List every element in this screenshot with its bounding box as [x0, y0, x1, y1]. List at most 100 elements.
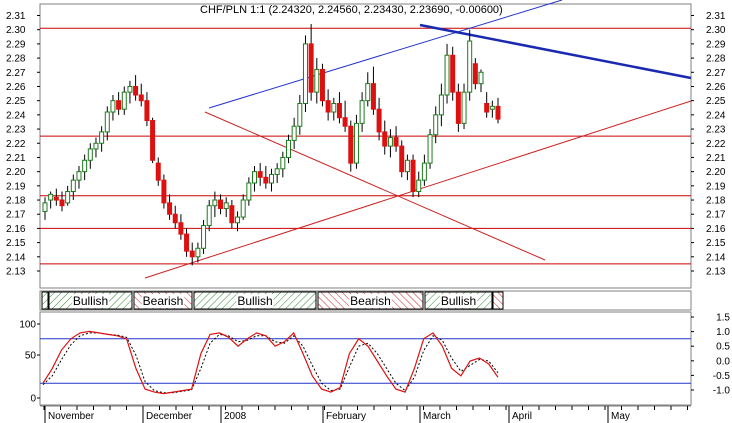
x-label: February — [326, 411, 366, 422]
candle-body — [76, 171, 82, 181]
band-label: Bullish — [441, 294, 476, 308]
x-axis-labels: November December 2008 February March April Ma… — [43, 406, 688, 423]
candle-body — [48, 193, 54, 201]
candle-body — [359, 100, 365, 124]
candle-body — [229, 205, 235, 224]
candle-body — [438, 94, 444, 116]
candle-body — [155, 162, 161, 181]
candle-body — [387, 137, 393, 147]
x-label: April — [512, 411, 532, 422]
candle-body — [302, 43, 308, 105]
price-label-right: 2.23 — [706, 125, 726, 136]
price-label-left: 2.14 — [6, 252, 26, 263]
price-label-left: 2.29 — [6, 39, 26, 50]
price-label-left: 2.27 — [6, 68, 26, 79]
band-label-bg — [71, 294, 110, 308]
candle-body — [235, 216, 241, 224]
candle-body — [274, 168, 280, 175]
candle-body — [93, 142, 99, 150]
candle-body — [121, 91, 127, 110]
candle-body — [382, 131, 388, 147]
price-label-right: 2.17 — [706, 210, 726, 221]
price-label-left: 2.16 — [6, 224, 26, 235]
price-label-left: 2.17 — [6, 210, 26, 221]
candle-body — [201, 225, 207, 249]
band-stub-right — [492, 291, 504, 310]
price-label-left: 2.28 — [6, 54, 26, 65]
candle-body — [484, 103, 490, 113]
candle-body — [65, 191, 71, 204]
candle-body — [319, 68, 325, 102]
candle-body — [99, 131, 105, 144]
candle-body — [495, 105, 501, 120]
osc-label-right: -0.5 — [713, 371, 731, 382]
candle-body — [433, 114, 439, 136]
osc-signal-line — [42, 332, 499, 394]
osc-label-right: 1.5 — [716, 313, 730, 324]
osc-label-right: 0.0 — [716, 356, 730, 367]
osc-label-left: 50 — [25, 351, 37, 362]
price-label-right: 2.13 — [706, 267, 726, 278]
candle-body — [461, 91, 467, 124]
candle-body — [325, 100, 331, 113]
candle-body — [178, 222, 184, 235]
candle-body — [353, 122, 359, 164]
price-label-right: 2.31 — [706, 11, 726, 22]
x-label: December — [146, 411, 193, 422]
candle-body — [399, 145, 405, 173]
price-label-left: 2.15 — [6, 238, 26, 249]
candle-body — [240, 199, 246, 218]
price-label-left: 2.19 — [6, 181, 26, 192]
band-label-bg — [236, 294, 274, 308]
band-stub-left — [41, 291, 49, 310]
osc-label-left: 0 — [30, 394, 36, 405]
candle-body — [285, 139, 291, 158]
candle-body — [133, 85, 139, 96]
candle-body — [404, 159, 410, 173]
osc-label-right: 1.0 — [716, 327, 730, 338]
candle-body — [252, 171, 258, 184]
band-label-bg — [349, 294, 392, 308]
candle-body — [269, 173, 274, 184]
candle-body — [206, 205, 212, 227]
price-label-left: 2.31 — [6, 11, 26, 22]
candle-body — [472, 63, 478, 85]
price-label-left: 2.25 — [6, 96, 26, 107]
candle-body — [467, 40, 473, 93]
price-label-right: 2.21 — [706, 153, 726, 164]
price-label-left: 2.22 — [6, 139, 26, 150]
candles — [42, 24, 501, 266]
price-label-left: 2.30 — [6, 25, 26, 36]
candle-body — [308, 43, 314, 93]
trendlines — [144, 0, 692, 279]
candle-body — [348, 125, 354, 164]
price-label-right: 2.19 — [706, 181, 726, 192]
osc-label-right: -1.0 — [713, 386, 731, 397]
price-label-right: 2.16 — [706, 224, 726, 235]
descending-red-line — [204, 111, 546, 261]
band-label-bg — [439, 294, 478, 308]
candle-body — [172, 213, 178, 224]
candle-body — [257, 171, 263, 178]
candle-body — [444, 54, 450, 96]
candle-body — [110, 100, 116, 113]
candle-body — [263, 176, 269, 184]
candle-body — [342, 117, 348, 127]
sentiment-bands: Bullish Bearish Bullish Bearish Bullish — [41, 291, 504, 310]
candle-body — [478, 71, 484, 85]
band-label: Bearish — [143, 294, 184, 308]
candle-body — [421, 162, 427, 181]
candle-body — [116, 100, 122, 110]
band-label: Bullish — [237, 294, 272, 308]
candle-body — [450, 54, 456, 93]
candle-body — [42, 202, 48, 212]
candle-body — [336, 103, 342, 119]
band-label: Bullish — [73, 294, 108, 308]
price-label-right: 2.26 — [706, 82, 726, 93]
candle-body — [331, 103, 337, 113]
price-label-left: 2.13 — [6, 267, 26, 278]
price-label-left: 2.21 — [6, 153, 26, 164]
candle-body — [455, 91, 461, 124]
price-panel-frame — [39, 3, 692, 289]
candle-body — [212, 199, 218, 207]
